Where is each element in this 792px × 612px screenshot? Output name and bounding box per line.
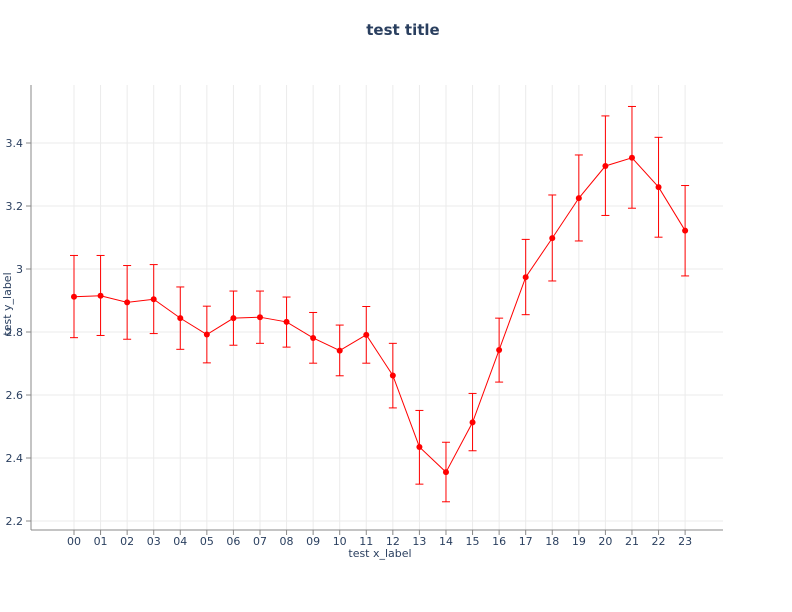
x-tick-label: 00 xyxy=(67,535,81,548)
data-points xyxy=(71,154,689,476)
data-point xyxy=(469,419,476,426)
data-point xyxy=(628,154,635,161)
data-point xyxy=(575,195,582,202)
series-line xyxy=(73,157,686,473)
data-point xyxy=(416,443,423,450)
x-tick-label: 06 xyxy=(226,535,240,548)
data-point xyxy=(496,346,503,353)
data-point xyxy=(442,469,449,476)
x-tick-label: 01 xyxy=(94,535,108,548)
x-tick-label: 07 xyxy=(253,535,267,548)
x-axis-label: test x_label xyxy=(348,547,411,560)
x-tick-label: 19 xyxy=(572,535,586,548)
x-tick-label: 03 xyxy=(147,535,161,548)
y-ticks: 2.2 2.4 2.6 2.8 3 3.2 3.4 xyxy=(6,137,31,528)
x-tick-label: 10 xyxy=(333,535,347,548)
data-point xyxy=(602,162,609,169)
x-tick-label: 12 xyxy=(386,535,400,548)
y-tick-label: 3.4 xyxy=(6,137,24,150)
data-point xyxy=(256,314,263,321)
series-line-group xyxy=(73,157,686,473)
y-tick-label: 3.2 xyxy=(6,200,24,213)
data-point xyxy=(389,372,396,379)
data-point xyxy=(177,315,184,322)
x-ticks: 00 01 02 03 04 05 06 07 08 09 10 11 12 13 14 15 16 17 18 19… xyxy=(67,530,692,548)
axes xyxy=(30,85,723,531)
y-axis-label: test y_label xyxy=(1,272,14,335)
y-tick-label: 2.2 xyxy=(6,515,24,528)
x-tick-label: 02 xyxy=(120,535,134,548)
x-tick-label: 17 xyxy=(519,535,533,548)
x-tick-label: 13 xyxy=(412,535,426,548)
x-tick-label: 05 xyxy=(200,535,214,548)
x-tick-label: 18 xyxy=(545,535,559,548)
data-point xyxy=(655,184,662,191)
x-tick-label: 20 xyxy=(598,535,612,548)
x-tick-label: 08 xyxy=(280,535,294,548)
x-tick-label: 23 xyxy=(678,535,692,548)
data-point xyxy=(71,293,77,300)
data-point xyxy=(336,347,343,354)
x-tick-label: 21 xyxy=(625,535,639,548)
x-tick-label: 16 xyxy=(492,535,506,548)
x-tick-label: 22 xyxy=(652,535,666,548)
x-tick-label: 09 xyxy=(306,535,320,548)
x-tick-label: 15 xyxy=(466,535,480,548)
data-point xyxy=(682,227,689,234)
data-point xyxy=(522,274,529,281)
chart-title: test title xyxy=(366,21,439,39)
x-tick-label: 11 xyxy=(359,535,373,548)
y-tick-label: 3 xyxy=(16,263,23,276)
data-point xyxy=(549,235,556,242)
y-tick-label: 2.4 xyxy=(6,452,24,465)
data-point xyxy=(310,334,317,341)
data-point xyxy=(230,315,237,322)
data-point xyxy=(124,299,131,306)
data-point xyxy=(97,292,104,299)
x-tick-label: 14 xyxy=(439,535,453,548)
data-point xyxy=(363,331,370,338)
data-point xyxy=(150,296,157,303)
y-tick-label: 2.8 xyxy=(6,326,24,339)
y-tick-label: 2.6 xyxy=(6,389,24,402)
data-point xyxy=(203,331,210,338)
data-point xyxy=(283,318,290,325)
x-tick-label: 04 xyxy=(173,535,187,548)
